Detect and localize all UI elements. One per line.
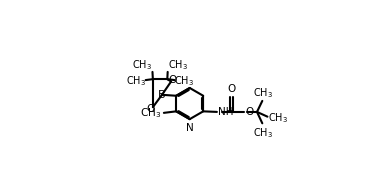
Text: O: O: [227, 84, 235, 94]
Text: NH: NH: [218, 107, 234, 117]
Text: CH$_3$: CH$_3$: [141, 106, 162, 120]
Text: CH$_3$: CH$_3$: [253, 86, 273, 100]
Text: O: O: [169, 75, 177, 85]
Text: CH$_3$: CH$_3$: [126, 74, 146, 88]
Text: O: O: [147, 104, 155, 114]
Text: CH$_3$: CH$_3$: [132, 59, 152, 73]
Text: B: B: [158, 90, 166, 100]
Text: N: N: [186, 123, 194, 133]
Text: CH$_3$: CH$_3$: [168, 59, 188, 73]
Text: CH$_3$: CH$_3$: [253, 126, 273, 140]
Text: CH$_3$: CH$_3$: [174, 74, 194, 88]
Text: O: O: [245, 107, 253, 117]
Text: CH$_3$: CH$_3$: [268, 111, 288, 124]
